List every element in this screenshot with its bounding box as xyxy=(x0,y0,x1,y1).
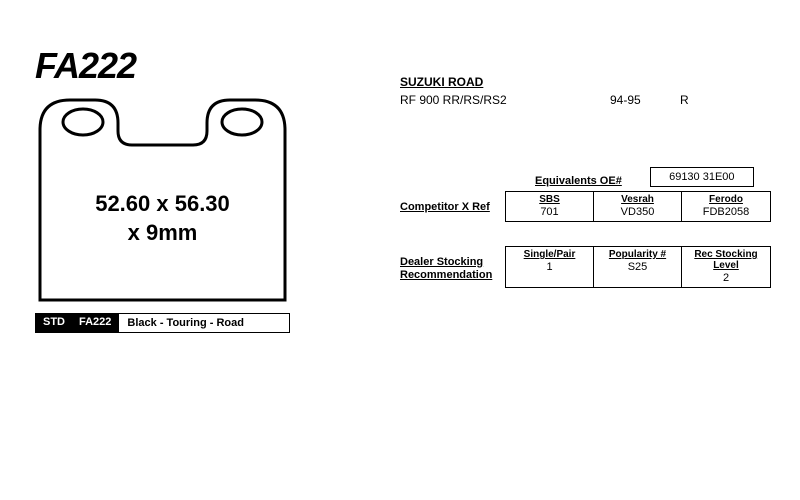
dealer-cell: Rec Stocking Level 2 xyxy=(682,247,770,287)
dealer-val: 2 xyxy=(682,271,770,287)
competitor-cell: SBS 701 xyxy=(506,192,594,221)
dealer-val: 1 xyxy=(506,260,593,276)
dealer-label-l2: Recommendation xyxy=(400,269,492,281)
dimensions-line2: x 9mm xyxy=(35,219,290,248)
application-row: RF 900 RR/RS/RS2 94-95 R xyxy=(400,93,780,107)
competitor-head: SBS xyxy=(506,192,593,205)
std-black-segment: STD FA222 xyxy=(35,313,119,333)
dealer-val: S25 xyxy=(594,260,681,276)
competitor-cell: Ferodo FDB2058 xyxy=(682,192,770,221)
part-number: FA222 xyxy=(35,45,315,87)
competitor-head: Ferodo xyxy=(682,192,770,205)
brake-pad-diagram: 52.60 x 56.30 x 9mm xyxy=(35,95,290,305)
dealer-head: Rec Stocking Level xyxy=(682,247,770,271)
pad-dimensions: 52.60 x 56.30 x 9mm xyxy=(35,190,290,247)
left-panel: FA222 52.60 x 56.30 x 9mm STD FA222 Blac… xyxy=(35,45,315,333)
competitor-val: 701 xyxy=(506,205,593,221)
dealer-head: Popularity # xyxy=(594,247,681,260)
std-label: STD xyxy=(43,316,65,330)
application-position: R xyxy=(680,93,710,107)
right-panel: SUZUKI ROAD RF 900 RR/RS/RS2 94-95 R Equ… xyxy=(400,75,780,312)
dealer-label-l1: Dealer Stocking xyxy=(400,256,483,268)
application-years: 94-95 xyxy=(610,93,680,107)
competitor-cells: SBS 701 Vesrah VD350 Ferodo FDB2058 xyxy=(505,191,771,222)
competitor-val: FDB2058 xyxy=(682,205,770,221)
competitor-val: VD350 xyxy=(594,205,681,221)
competitor-block: Competitor X Ref SBS 701 Vesrah VD350 Fe… xyxy=(400,191,780,222)
oe-label: Equivalents OE# xyxy=(535,175,622,187)
dealer-head: Single/Pair xyxy=(506,247,593,260)
competitor-head: Vesrah xyxy=(594,192,681,205)
oe-value: 69130 31E00 xyxy=(650,167,754,187)
dealer-label: Dealer Stocking Recommendation xyxy=(400,246,505,288)
std-desc: Black - Touring - Road xyxy=(119,313,290,333)
dealer-cell: Popularity # S25 xyxy=(594,247,682,287)
dealer-cell: Single/Pair 1 xyxy=(506,247,594,287)
std-code: FA222 xyxy=(79,316,111,330)
competitor-cell: Vesrah VD350 xyxy=(594,192,682,221)
oe-row: Equivalents OE# 69130 31E00 xyxy=(400,167,780,187)
dimensions-line1: 52.60 x 56.30 xyxy=(35,190,290,219)
dealer-block: Dealer Stocking Recommendation Single/Pa… xyxy=(400,246,780,288)
competitor-label: Competitor X Ref xyxy=(400,191,505,222)
dealer-cells: Single/Pair 1 Popularity # S25 Rec Stock… xyxy=(505,246,771,288)
std-bar: STD FA222 Black - Touring - Road xyxy=(35,313,290,333)
applications-header: SUZUKI ROAD xyxy=(400,75,780,89)
application-model: RF 900 RR/RS/RS2 xyxy=(400,93,610,107)
